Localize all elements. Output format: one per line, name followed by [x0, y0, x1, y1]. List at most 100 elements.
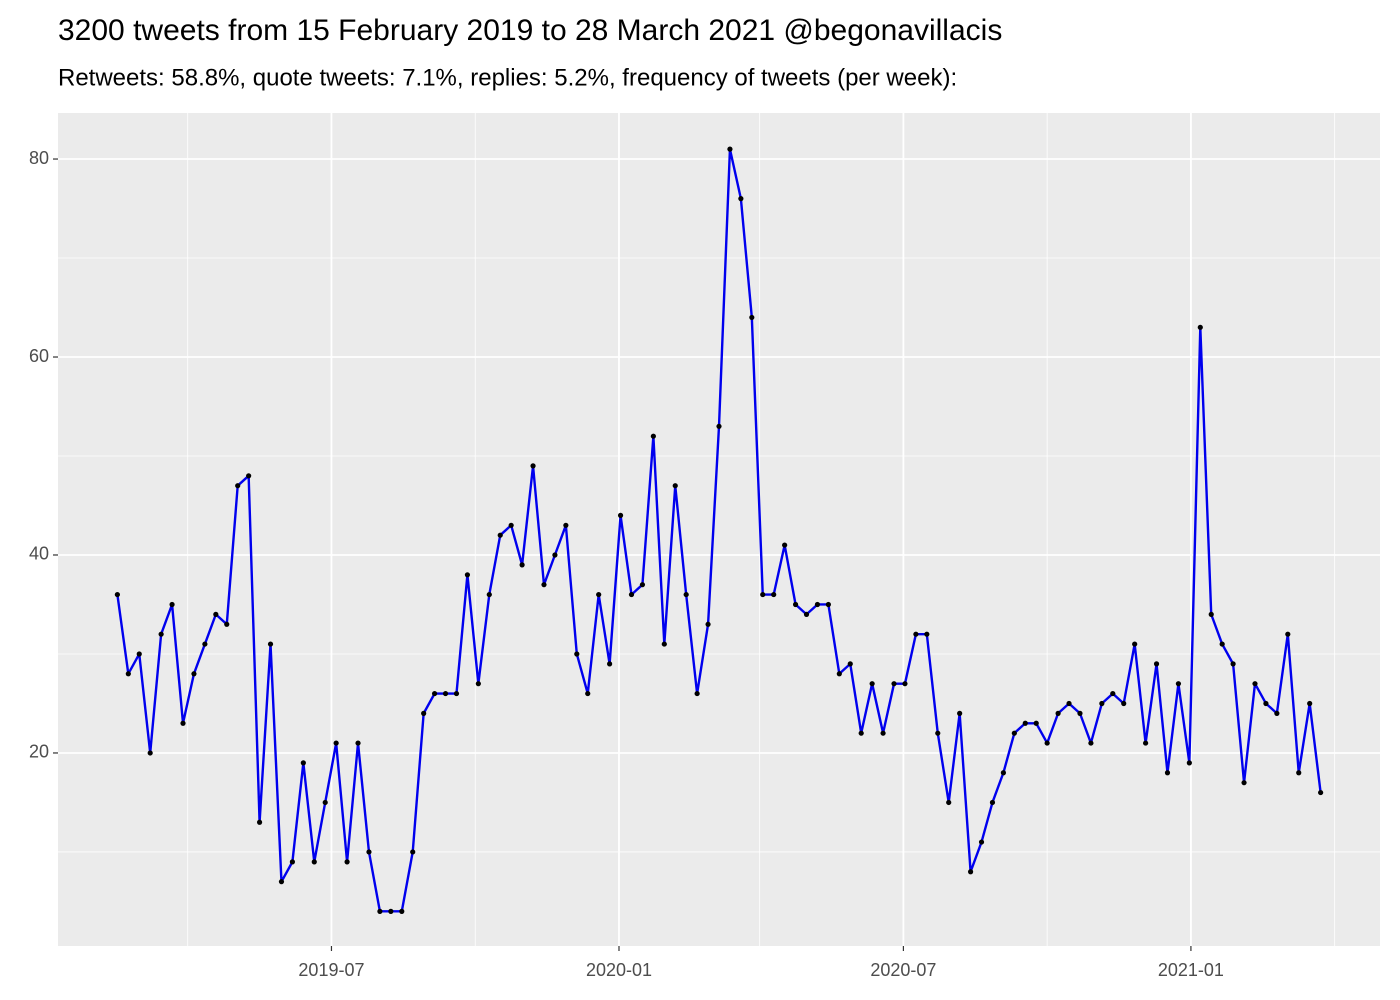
- point: [694, 690, 700, 697]
- point: [716, 423, 722, 429]
- chart-title: 3200 tweets from 15 February 2019 to 28 …: [58, 14, 1002, 47]
- point: [475, 681, 481, 687]
- point: [1066, 700, 1072, 707]
- point: [738, 196, 744, 202]
- point: [1219, 641, 1225, 647]
- point: [727, 146, 733, 152]
- x-tick-label: 2020-01: [586, 960, 652, 980]
- point: [1099, 700, 1105, 707]
- point: [935, 730, 941, 736]
- point: [1022, 720, 1028, 726]
- point: [1241, 780, 1247, 786]
- point: [267, 641, 274, 647]
- x-tick-label: 2020-07: [870, 960, 936, 980]
- point: [1318, 789, 1324, 796]
- point: [978, 839, 985, 845]
- point: [202, 641, 208, 647]
- point: [1153, 661, 1160, 667]
- point: [661, 641, 667, 647]
- point: [957, 710, 963, 716]
- point: [1263, 700, 1269, 707]
- point: [256, 819, 263, 825]
- point: [836, 671, 842, 677]
- point: [1033, 720, 1039, 726]
- point: [946, 799, 952, 806]
- point: [1121, 700, 1127, 707]
- point: [902, 681, 908, 687]
- point: [355, 740, 361, 746]
- point: [442, 690, 449, 697]
- point: [1307, 700, 1313, 707]
- point: [628, 591, 635, 598]
- point: [1000, 770, 1007, 776]
- point: [125, 671, 131, 677]
- point: [760, 591, 766, 598]
- point: [311, 859, 317, 865]
- point: [683, 591, 689, 598]
- plot-panel: [58, 113, 1380, 946]
- point: [410, 849, 416, 855]
- point: [650, 433, 656, 439]
- point: [989, 799, 996, 806]
- point: [672, 483, 678, 489]
- point: [1285, 631, 1291, 637]
- point: [596, 591, 602, 598]
- point: [1044, 740, 1050, 746]
- point: [749, 314, 755, 321]
- point: [803, 611, 810, 617]
- point: [388, 908, 394, 914]
- point: [1230, 661, 1236, 667]
- point: [563, 522, 569, 528]
- point: [1175, 681, 1182, 687]
- point: [705, 621, 711, 627]
- point: [421, 710, 427, 716]
- point: [639, 582, 646, 588]
- point: [1088, 740, 1094, 746]
- point: [1110, 690, 1116, 697]
- point: [1143, 740, 1149, 746]
- x-tick-label: 2021-01: [1158, 960, 1224, 980]
- point: [574, 651, 580, 657]
- point: [771, 591, 777, 598]
- point: [869, 681, 875, 687]
- point: [814, 601, 821, 608]
- point: [486, 591, 492, 598]
- point: [322, 799, 328, 806]
- point: [114, 591, 120, 598]
- chart-subtitle: Retweets: 58.8%, quote tweets: 7.1%, rep…: [58, 64, 957, 91]
- point: [246, 473, 252, 479]
- point: [924, 631, 930, 637]
- point: [858, 730, 864, 736]
- y-tick-label: 80: [29, 148, 49, 168]
- point: [1011, 730, 1017, 736]
- point: [431, 690, 438, 697]
- point: [191, 671, 197, 677]
- point: [344, 859, 350, 865]
- point: [278, 879, 285, 885]
- point: [1164, 770, 1171, 776]
- point: [289, 859, 295, 865]
- y-tick-label: 40: [29, 544, 49, 564]
- point: [377, 908, 383, 914]
- point: [1296, 770, 1302, 776]
- y-tick-label: 20: [29, 742, 49, 762]
- point: [585, 690, 591, 697]
- point: [1197, 324, 1203, 330]
- point: [1274, 710, 1280, 716]
- x-tick-label: 2019-07: [298, 960, 364, 980]
- point: [913, 631, 919, 637]
- point: [147, 750, 153, 756]
- point: [530, 463, 536, 469]
- point: [1077, 710, 1083, 716]
- point: [541, 582, 547, 588]
- point: [1208, 611, 1214, 617]
- point: [235, 483, 241, 489]
- point: [880, 730, 886, 736]
- point: [847, 661, 853, 667]
- point: [1252, 681, 1258, 687]
- point: [213, 611, 219, 617]
- point: [825, 601, 831, 608]
- point: [1186, 760, 1192, 766]
- point: [333, 740, 339, 746]
